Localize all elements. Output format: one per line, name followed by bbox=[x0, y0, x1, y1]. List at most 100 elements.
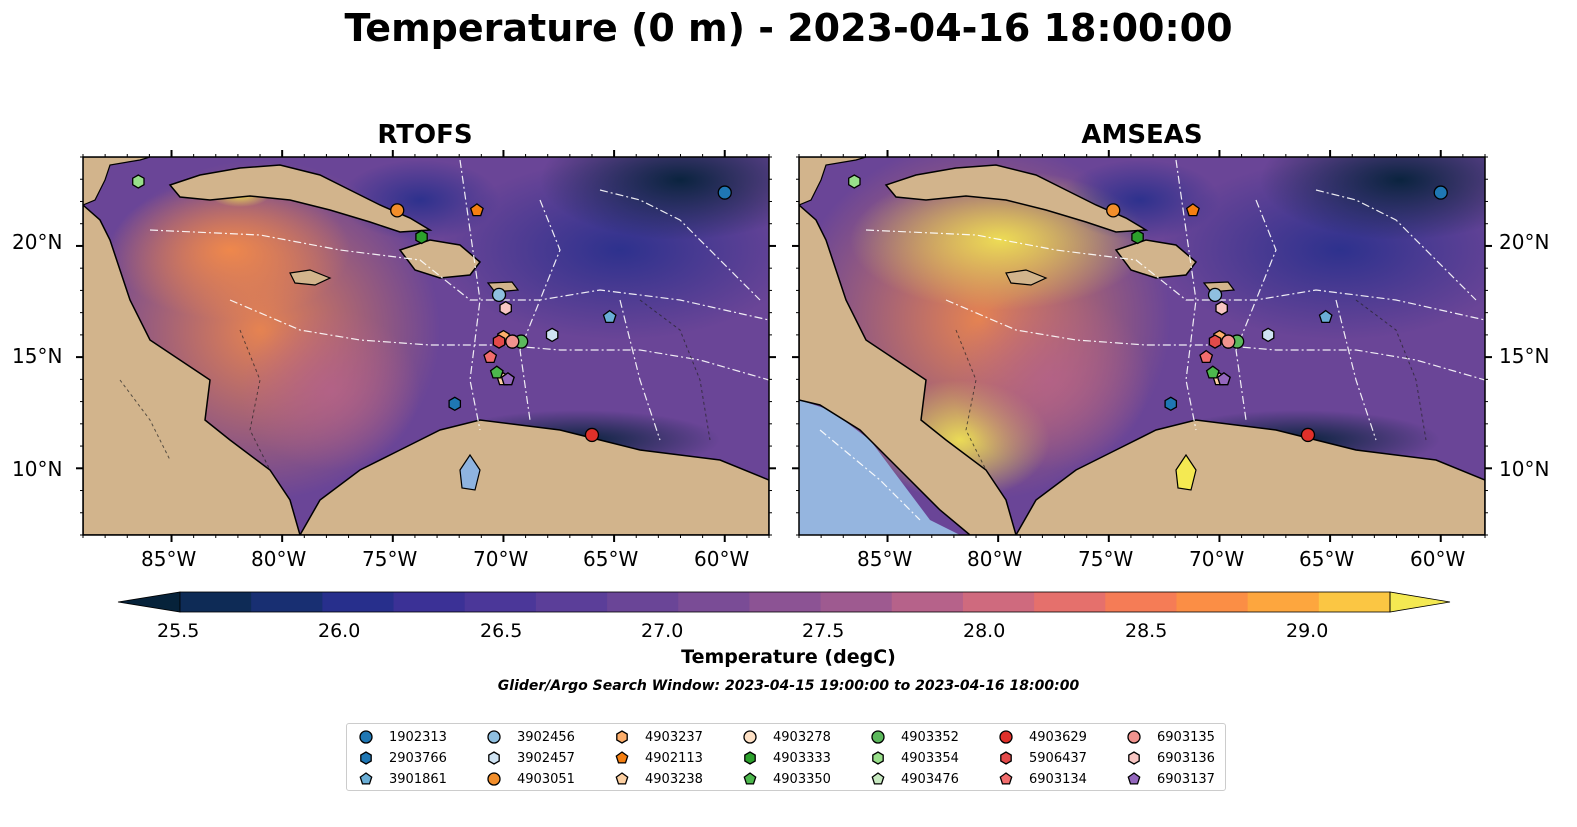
colorbar-segment bbox=[1176, 592, 1249, 612]
marker-rtofs-6903135 bbox=[505, 334, 520, 349]
hexagon-marker-icon bbox=[616, 730, 628, 744]
legend-marker-3902457 bbox=[488, 751, 500, 765]
legend-item-4903278: 4903278 bbox=[741, 727, 831, 747]
legend-marker-3901861 bbox=[359, 772, 373, 785]
colorbar-segment bbox=[962, 592, 1035, 612]
marker-amseas-6903135 bbox=[1221, 334, 1236, 349]
legend-item-4903352: 4903352 bbox=[869, 727, 959, 747]
pentagon-marker-icon bbox=[871, 772, 885, 785]
pentagon-marker-icon bbox=[359, 772, 373, 785]
cbar-tick-26-0: 26.0 bbox=[318, 620, 361, 642]
marker-rtofs-3902457 bbox=[545, 327, 559, 343]
legend-label: 4903350 bbox=[773, 771, 831, 787]
legend-item-5906437: 5906437 bbox=[997, 748, 1087, 768]
cbar-tick-27-0: 27.0 bbox=[641, 620, 684, 642]
legend-marker-6903137 bbox=[1127, 772, 1141, 785]
circle-marker-icon bbox=[743, 730, 757, 744]
legend-item-4903354: 4903354 bbox=[869, 748, 959, 768]
pentagon-marker-icon bbox=[615, 772, 629, 785]
legend-item-6903135: 6903135 bbox=[1125, 727, 1215, 747]
marker-amseas-6903134 bbox=[1199, 349, 1214, 364]
legend-marker-6903135 bbox=[1127, 730, 1141, 744]
legend-label: 3901861 bbox=[389, 771, 447, 787]
legend-label: 6903136 bbox=[1157, 750, 1215, 766]
colorbar-segment bbox=[1247, 592, 1320, 612]
hexagon-marker-icon bbox=[744, 751, 756, 765]
marker-rtofs-4903333 bbox=[415, 229, 428, 245]
lon-label-75w-left: 75°W bbox=[362, 547, 418, 571]
cbar-tick-25-5: 25.5 bbox=[157, 620, 200, 642]
lon-label-75w-right: 75°W bbox=[1078, 547, 1134, 571]
lat-label-20n-right: 20°N bbox=[1499, 230, 1550, 254]
hexagon-marker-icon bbox=[1000, 751, 1012, 765]
legend-marker-4903629 bbox=[999, 730, 1013, 744]
marker-amseas-4902113 bbox=[1185, 203, 1200, 217]
marker-rtofs-2903766 bbox=[448, 396, 462, 412]
colorbar-extend-low bbox=[117, 591, 181, 613]
marker-rtofs-6903137 bbox=[500, 372, 515, 386]
legend-marker-3902456 bbox=[487, 730, 501, 744]
colorbar-segment bbox=[749, 592, 822, 612]
marker-amseas-4903354 bbox=[848, 174, 861, 189]
hexagon-marker-icon bbox=[872, 751, 884, 765]
lon-label-85w-right: 85°W bbox=[857, 547, 913, 571]
colorbar-segment bbox=[535, 592, 608, 612]
hexagon-marker-icon bbox=[488, 751, 500, 765]
colorbar-segment bbox=[891, 592, 964, 612]
marker-rtofs-4902113 bbox=[469, 203, 484, 217]
marker-amseas-6903137 bbox=[1216, 372, 1231, 386]
lat-label-10n-left: 10°N bbox=[12, 457, 63, 481]
legend-label: 4903333 bbox=[773, 750, 831, 766]
marker-amseas-4903051 bbox=[1106, 203, 1121, 218]
marker-amseas-3902456 bbox=[1207, 287, 1223, 303]
marker-rtofs-1902313 bbox=[717, 185, 732, 200]
circle-marker-icon bbox=[487, 730, 501, 744]
colorbar-label: Temperature (degC) bbox=[681, 646, 896, 668]
legend-label: 4903354 bbox=[901, 750, 959, 766]
amseas-map bbox=[799, 157, 1485, 535]
colorbar-segment bbox=[1318, 592, 1391, 612]
marker-rtofs-4903350 bbox=[489, 365, 504, 379]
legend-marker-4903352 bbox=[871, 730, 885, 744]
colorbar-segment bbox=[180, 592, 252, 612]
legend-item-4903333: 4903333 bbox=[741, 748, 831, 768]
colorbar-segment bbox=[1105, 592, 1177, 612]
circle-marker-icon bbox=[999, 730, 1013, 744]
legend-marker-6903136 bbox=[1128, 751, 1140, 765]
circle-marker-icon bbox=[359, 730, 373, 744]
legend-marker-4903278 bbox=[743, 730, 757, 744]
legend-item-2903766: 2903766 bbox=[357, 748, 447, 768]
cbar-tick-27-5: 27.5 bbox=[802, 620, 845, 642]
pentagon-marker-icon bbox=[999, 772, 1013, 785]
legend-item-3901861: 3901861 bbox=[357, 769, 447, 789]
legend-item-6903134: 6903134 bbox=[997, 769, 1087, 789]
legend-item-4903237: 4903237 bbox=[613, 727, 703, 747]
legend-marker-4903476 bbox=[871, 772, 885, 785]
marker-amseas-4903333 bbox=[1131, 229, 1144, 245]
colorbar-segment bbox=[1034, 592, 1106, 612]
colorbar-segment bbox=[393, 592, 466, 612]
marker-amseas-3902457 bbox=[1261, 327, 1275, 343]
lat-label-20n-left: 20°N bbox=[12, 230, 63, 254]
marker-amseas-3901861 bbox=[1318, 309, 1333, 324]
search-window-text: Glider/Argo Search Window: 2023-04-15 19… bbox=[497, 678, 1080, 694]
legend-item-3902456: 3902456 bbox=[485, 727, 575, 747]
marker-rtofs-5906437 bbox=[492, 334, 506, 349]
map-panels bbox=[76, 150, 1492, 542]
legend-marker-4903237 bbox=[616, 730, 628, 744]
pentagon-marker-icon bbox=[1127, 772, 1141, 785]
colorbar-segment bbox=[464, 592, 537, 612]
legend-label: 4903238 bbox=[645, 771, 703, 787]
legend-item-4903629: 4903629 bbox=[997, 727, 1087, 747]
legend-item-4903238: 4903238 bbox=[613, 769, 703, 789]
legend-marker-4903354 bbox=[872, 751, 884, 765]
legend-label: 2903766 bbox=[389, 750, 447, 766]
legend-label: 4903051 bbox=[517, 771, 575, 787]
lon-label-70w-left: 70°W bbox=[473, 547, 529, 571]
panel-title-rtofs: RTOFS bbox=[377, 120, 473, 150]
marker-amseas-4903629 bbox=[1300, 427, 1316, 443]
marker-rtofs-4903051 bbox=[390, 203, 405, 218]
lon-label-70w-right: 70°W bbox=[1189, 547, 1245, 571]
legend-label: 3902457 bbox=[517, 750, 575, 766]
cbar-tick-28-0: 28.0 bbox=[963, 620, 1006, 642]
